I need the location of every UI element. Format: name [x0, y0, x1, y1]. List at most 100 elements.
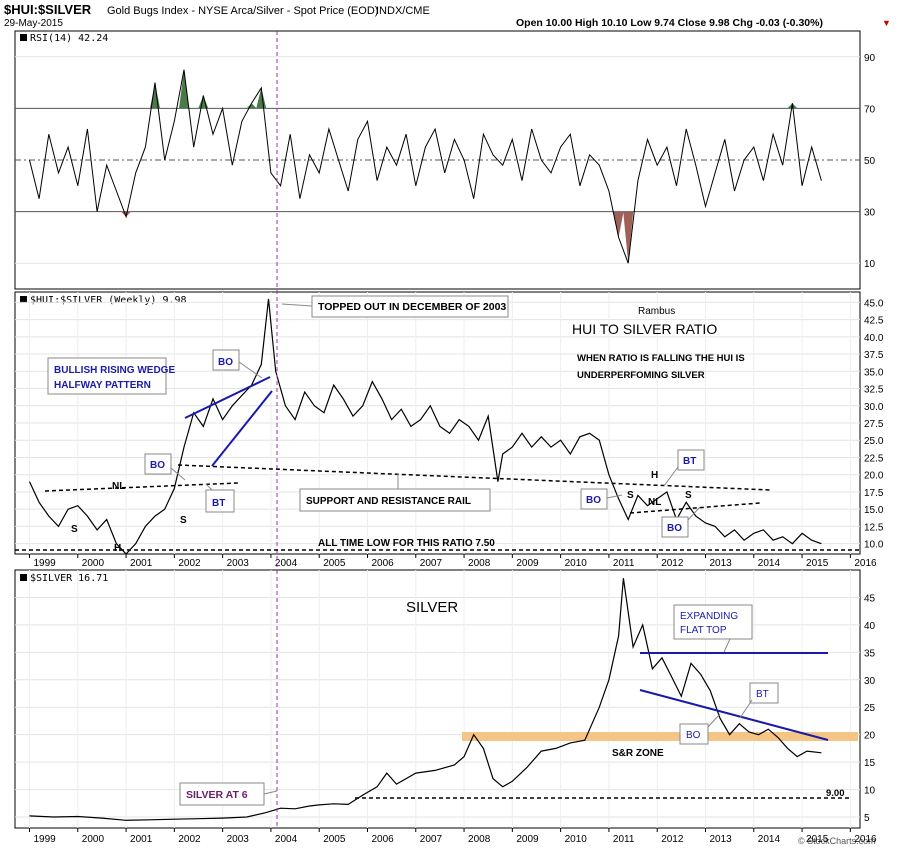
neckline-right: [629, 502, 761, 514]
rail-text: SUPPORT AND RESISTANCE RAIL: [306, 496, 471, 507]
header-exchange: INDX/CME: [376, 5, 430, 17]
x-axis-ratio: 1999 2000 2001 2002 2003 2004 2005 2006 2007 2008…: [28, 292, 877, 569]
rsi-grid-tick-label: 90: [864, 53, 876, 64]
rsi-label: RSI(14) 42.24: [30, 33, 108, 44]
silver-bo-box: BO: [679, 713, 721, 745]
hs-h-right: H: [651, 470, 658, 481]
svg-text:BO: BO: [218, 357, 233, 368]
silver-grid-tick-label: 15: [864, 758, 876, 769]
x-axis-silver-year-label: 2012: [661, 834, 684, 845]
rsi-oversold-fill: [613, 211, 624, 238]
rsi-series-line: [29, 69, 822, 264]
x-axis-silver-year-label: 2006: [371, 834, 394, 845]
wedge-upper-line: [184, 376, 271, 419]
x-axis-ratio-year-label: 2012: [661, 558, 684, 569]
callout-expanding-flat-top: EXPANDING FLAT TOP: [673, 604, 753, 653]
ratio-grid-tick-label: 20.0: [864, 471, 884, 482]
expanding-line1: EXPANDING: [680, 611, 738, 622]
rsi-grid-tick-label: 50: [864, 156, 876, 167]
x-axis-silver: 1999 2000 2001 2002 2003 2004 2005 2006 2007 2008…: [28, 570, 877, 845]
ratio-bo-box-3: BO: [580, 488, 623, 510]
header-ohlc: Open 10.00 High 10.10 Low 9.74 Close 9.9…: [516, 17, 823, 29]
ratio-grid-tick-label: 25.0: [864, 436, 884, 447]
ratio-bo-box-4: BO: [661, 506, 701, 538]
x-axis-silver-year-label: 2009: [516, 834, 539, 845]
level-9-text: 9.00: [826, 788, 845, 799]
svg-text:BT: BT: [683, 456, 696, 467]
callout-topped-out: TOPPED OUT IN DECEMBER OF 2003: [281, 295, 509, 318]
ratio-grid-tick-label: 22.5: [864, 453, 884, 464]
ratio-bt-box-2: BT: [663, 449, 705, 487]
x-axis-ratio-year-label: 2015: [806, 558, 829, 569]
watermark: © StockCharts.com: [798, 836, 876, 846]
x-axis-silver-year-label: 2015: [806, 834, 829, 845]
ratio-bo-box-1: BO: [212, 349, 263, 379]
ratio-grid-tick-label: 35.0: [864, 367, 884, 378]
ratio-grid-tick-label: 12.5: [864, 522, 884, 533]
silver-title: SILVER: [406, 599, 458, 616]
ratio-grid-tick-label: 17.5: [864, 488, 884, 499]
rsi-oversold-fill: [121, 211, 132, 217]
ratio-note-line1: WHEN RATIO IS FALLING THE HUI IS: [577, 353, 745, 364]
x-axis-ratio-year-label: 2000: [82, 558, 105, 569]
ratio-grid-tick-label: 45.0: [864, 298, 884, 309]
x-axis-silver-year-label: 2001: [130, 834, 153, 845]
rsi-legend-swatch: [20, 34, 27, 41]
header-date: 29-May-2015: [4, 18, 63, 29]
ratio-grid-tick-label: 15.0: [864, 505, 884, 516]
ratio-grid-tick-label: 30.0: [864, 402, 884, 413]
wedge-lower-line: [211, 390, 273, 467]
svg-text:BO: BO: [686, 730, 701, 741]
x-axis-silver-year-label: 2008: [468, 834, 491, 845]
silver-grid-tick-label: 35: [864, 648, 876, 659]
silver-grid-tick-label: 10: [864, 786, 876, 797]
ratio-bt-box-1: BT: [205, 483, 235, 513]
callout-wedge: BULLISH RISING WEDGE HALFWAY PATTERN: [47, 357, 175, 395]
callout-rail: SUPPORT AND RESISTANCE RAIL: [299, 474, 491, 512]
hs-h-left: H: [114, 543, 121, 554]
silver-bt-box: BT: [739, 682, 779, 719]
rsi-overbought-fill: [179, 69, 189, 109]
x-axis-silver-year-label: 2016: [854, 834, 877, 845]
silver-grid-tick-label: 45: [864, 593, 876, 604]
x-axis-silver-year-label: 2002: [178, 834, 201, 845]
x-axis-silver-year-label: 2014: [758, 834, 781, 845]
x-axis-ratio-year-label: 2005: [323, 558, 346, 569]
ratio-bo-box-2: BO: [144, 453, 186, 481]
rsi-overbought-fill: [256, 87, 267, 109]
ratio-legend-swatch: [20, 296, 27, 303]
svg-text:BT: BT: [756, 689, 769, 700]
header-symbol: $HUI:$SILVER: [4, 2, 92, 17]
x-axis-ratio-year-label: 2016: [854, 558, 877, 569]
silver-grid-tick-label: 30: [864, 676, 876, 687]
x-axis-ratio-year-label: 2009: [516, 558, 539, 569]
x-axis-silver-year-label: 2003: [227, 834, 250, 845]
silver-panel-frame: [14, 569, 861, 829]
x-axis-ratio-year-label: 2004: [275, 558, 298, 569]
x-axis-silver-year-label: 2013: [709, 834, 732, 845]
rambus-label: Rambus: [638, 306, 675, 317]
hs-nl-right: NL: [648, 497, 661, 508]
support-resistance-rail: [177, 464, 771, 491]
x-axis-ratio-year-label: 2002: [178, 558, 201, 569]
x-axis-silver-year-label: 2011: [613, 834, 635, 845]
x-axis-silver-year-label: 2004: [275, 834, 298, 845]
ratio-grid-tick-label: 37.5: [864, 350, 884, 361]
callout-silver-at-6: SILVER AT 6: [179, 782, 278, 806]
x-axis-ratio-year-label: 2001: [130, 558, 153, 569]
ratio-grid-tick-label: 10.0: [864, 540, 884, 551]
silver-grid-tick-label: 20: [864, 731, 876, 742]
topped-out-text: TOPPED OUT IN DECEMBER OF 2003: [318, 301, 506, 313]
silver-label: $SILVER 16.71: [30, 573, 108, 584]
silver-series-line: [29, 578, 822, 821]
svg-text:BO: BO: [667, 523, 682, 534]
hs-nl-left: NL: [112, 481, 125, 492]
header-description: Gold Bugs Index - NYSE Arca/Silver - Spo…: [107, 5, 378, 17]
hs-s-left-1: S: [71, 524, 78, 535]
rsi-grid-tick-label: 30: [864, 208, 876, 219]
all-time-low-text: ALL TIME LOW FOR THIS RATIO 7.50: [318, 538, 495, 549]
x-axis-ratio-year-label: 1999: [33, 558, 56, 569]
x-axis-silver-year-label: 2007: [420, 834, 443, 845]
x-axis-silver-year-label: 1999: [33, 834, 56, 845]
